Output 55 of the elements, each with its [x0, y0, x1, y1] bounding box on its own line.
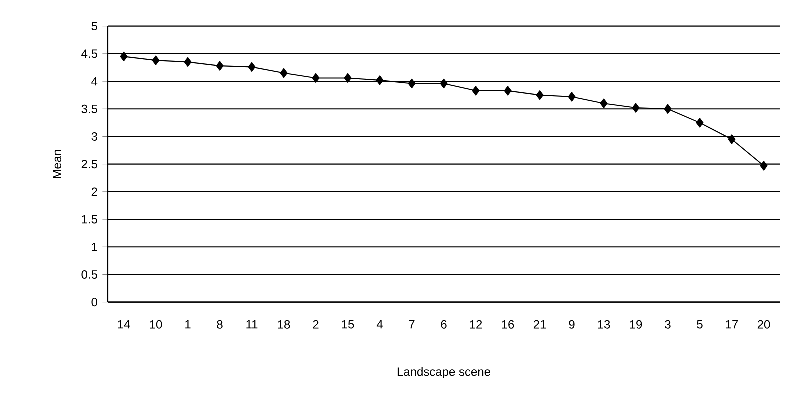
point: [536, 90, 544, 100]
x-tick-label: 12: [470, 320, 482, 329]
y-tick-label: 0: [92, 298, 98, 307]
x-tick-label: 16: [502, 320, 514, 329]
y-tick-label: 3.5: [82, 104, 98, 114]
point: [376, 76, 384, 86]
y-tick-label: 1.5: [82, 215, 98, 224]
x-tick-label: 19: [630, 320, 642, 329]
point: [248, 62, 256, 72]
x-tick-label: 8: [217, 320, 223, 329]
x-tick-label: 1: [186, 320, 191, 329]
x-tick-label: 13: [598, 320, 610, 329]
point: [280, 68, 288, 78]
y-tick-label: 4.5: [82, 50, 98, 58]
point: [632, 103, 640, 113]
point: [696, 118, 704, 128]
x-tick-label: 10: [150, 320, 162, 329]
point: [216, 61, 224, 71]
y-tick-label: 5: [92, 22, 98, 31]
point: [152, 56, 160, 66]
point: [472, 86, 480, 96]
point: [504, 86, 512, 96]
point: [728, 134, 736, 144]
x-tick-label: 3: [665, 320, 671, 329]
y-tick-label: 2.5: [82, 160, 98, 169]
x-tick-label: 5: [697, 320, 703, 329]
y-tick-label: 3: [92, 132, 98, 141]
point: [408, 78, 416, 89]
y-tick-label: 0.5: [82, 270, 98, 279]
point: [120, 52, 128, 62]
x-tick-label: 20: [758, 320, 770, 329]
x-tick-label: 18: [278, 320, 290, 329]
x-tick-label: 14: [118, 320, 130, 329]
point: [760, 161, 768, 171]
point: [312, 73, 320, 84]
y-tick-label: 2: [92, 188, 98, 196]
point: [568, 92, 576, 102]
point: [664, 104, 672, 114]
x-tick-label: 7: [409, 320, 415, 329]
point: [600, 98, 608, 108]
x-tick-label: 15: [342, 320, 354, 329]
point: [440, 78, 448, 89]
x-tick-label: 4: [376, 320, 383, 329]
x-tick-label: 17: [726, 320, 738, 329]
point: [184, 57, 192, 68]
x-axis-title: Landscape scene: [398, 367, 490, 379]
x-tick-label: 2: [313, 320, 319, 329]
y-tick-label: 4: [92, 77, 98, 86]
x-tick-label: 6: [441, 320, 447, 329]
x-tick-label: 21: [534, 320, 546, 329]
x-tick-label: 9: [569, 320, 575, 329]
point: [344, 73, 352, 84]
y-axis-title: Mean: [53, 150, 62, 178]
y-tick-label: 1: [92, 242, 98, 252]
x-tick-label: 11: [246, 320, 258, 329]
